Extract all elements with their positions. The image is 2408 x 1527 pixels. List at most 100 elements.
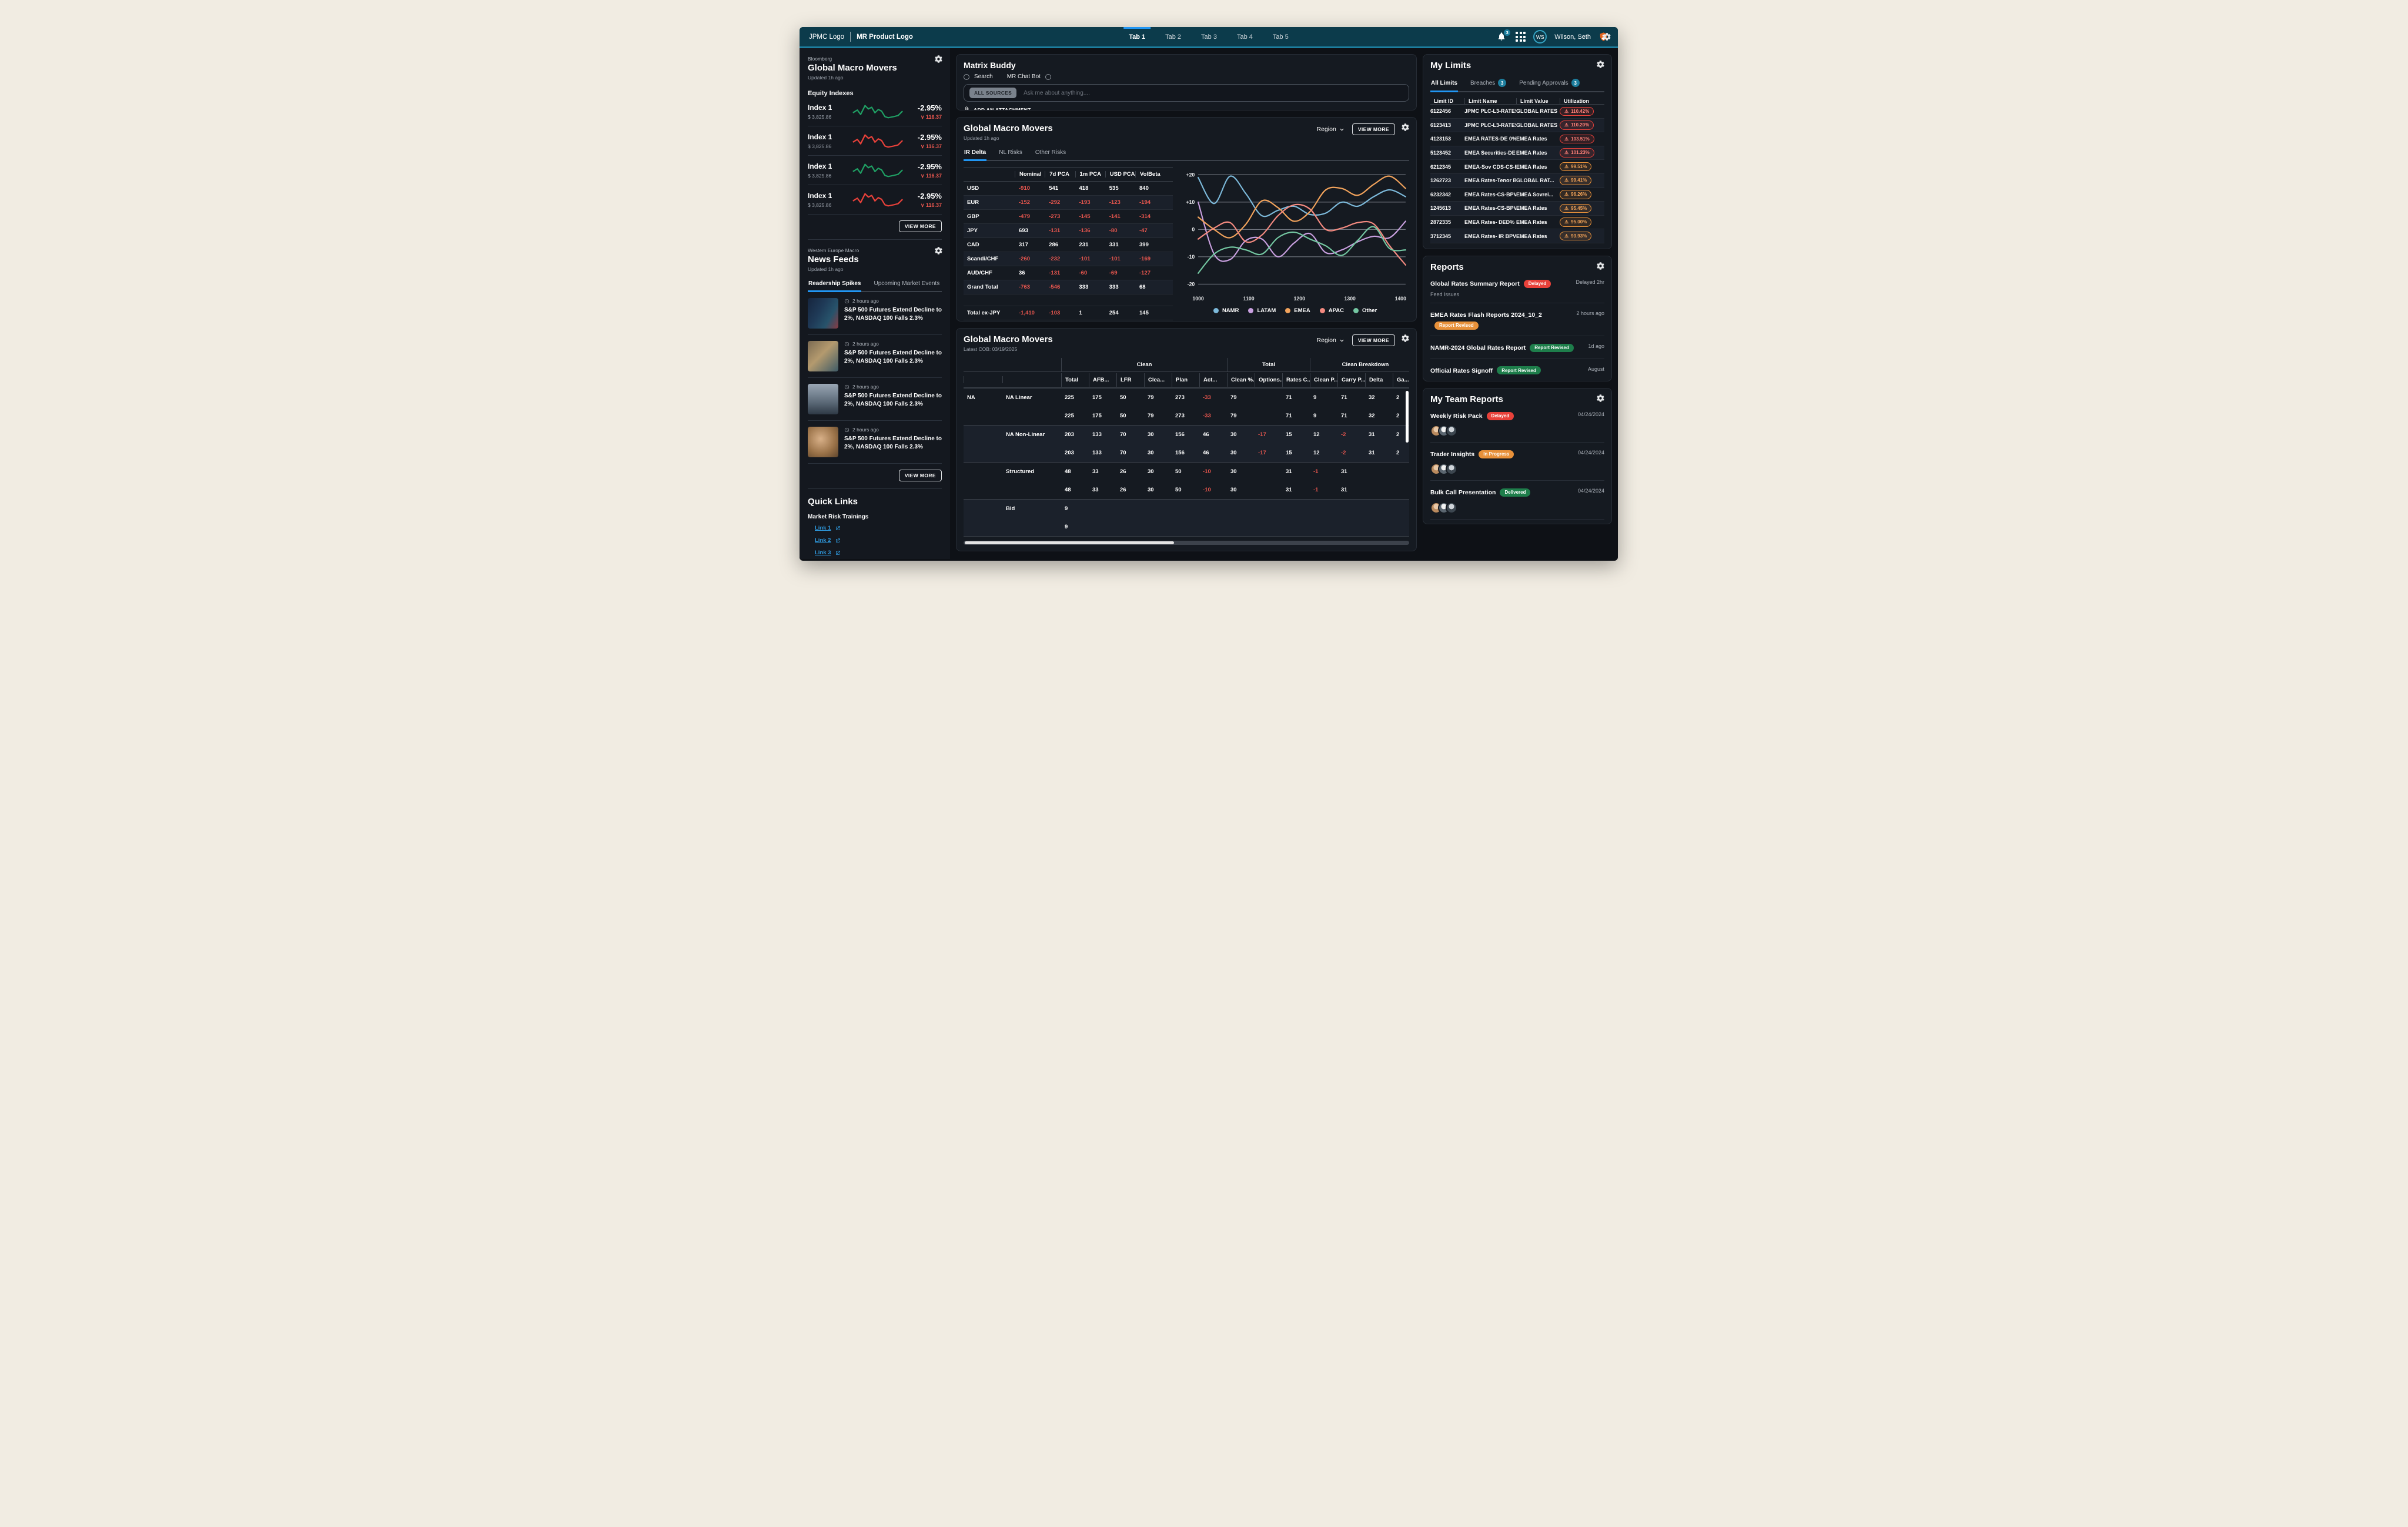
- limits-tab-badge: 3: [1571, 79, 1580, 87]
- chatbot-radio[interactable]: [1045, 73, 1051, 80]
- top-tab-tab-4[interactable]: Tab 4: [1236, 33, 1253, 41]
- utilization-badge: ⚠ 99.51%: [1560, 162, 1592, 172]
- limit-row[interactable]: 5123452 EMEA Securities-DE 0% RR-G...EMEA…: [1430, 146, 1604, 160]
- ir-table-row[interactable]: AUD/CHF 36 -131 -60 -69 -127: [964, 266, 1173, 280]
- svg-text:1300: 1300: [1345, 296, 1356, 302]
- gmm-tab-nl-risks[interactable]: NL Risks: [998, 148, 1023, 160]
- report-item[interactable]: Official Rates Signoff Report Revised Augu…: [1430, 359, 1604, 381]
- limit-row[interactable]: 1262723 EMEA Rates-Tenor Basts BPV...GLOB…: [1430, 173, 1604, 188]
- macro-view-more-button[interactable]: VIEW MORE: [898, 220, 942, 232]
- cob-value-cell: 71: [1286, 413, 1292, 419]
- limits-tab-pending-approvals[interactable]: Pending Approvals 3: [1519, 78, 1580, 91]
- report-item[interactable]: EMEA Rates Flash Reports 2024_10_2 Report…: [1430, 303, 1604, 337]
- legend-item[interactable]: APAC: [1319, 307, 1344, 314]
- report-item[interactable]: Global Rates Summary Report Delayed Feed I…: [1430, 272, 1604, 304]
- ir-table-row[interactable]: Grand Total -763 -546 333 333 68: [964, 280, 1173, 294]
- cob-row-group[interactable]: Bid 9 9: [964, 500, 1409, 537]
- gmm-tab-other-risks[interactable]: Other Risks: [1035, 148, 1066, 160]
- team-report-item[interactable]: Bulk Call Presentation Delivered 04/24/202…: [1430, 481, 1604, 520]
- limit-row[interactable]: 2872335 EMEA Rates- DED% RR-ALL-a...EMEA …: [1430, 216, 1604, 230]
- macro-movers-gear-icon[interactable]: [934, 55, 943, 63]
- news-item[interactable]: 2 hours ago S&P 500 Futures Extend Declin…: [808, 421, 942, 464]
- limit-row[interactable]: 4123153 EMEA RATES-DE 0% IR-BPV-...EMEA R…: [1430, 132, 1604, 146]
- search-radio[interactable]: [964, 73, 969, 80]
- limits-tab-all-limits[interactable]: All Limits: [1430, 78, 1459, 92]
- gmm-view-more-button[interactable]: VIEW MORE: [1352, 123, 1395, 135]
- region-dropdown[interactable]: Region: [1317, 126, 1345, 133]
- ask-anything-input[interactable]: [1022, 89, 1403, 97]
- notifications-bell-icon[interactable]: 3: [1497, 29, 1511, 42]
- gmm-tab-ir-delta[interactable]: IR Delta: [964, 148, 987, 161]
- quick-link-3[interactable]: Link 3: [815, 550, 841, 556]
- gmm-gear-icon[interactable]: [1401, 123, 1410, 132]
- ir-table-row[interactable]: CAD 317 286 231 331 399: [964, 238, 1173, 252]
- limit-row[interactable]: 6123413 JPMC PLC-L3-RATES-IR-BPV...GLOBAL…: [1430, 118, 1604, 133]
- search-radio-label[interactable]: Search: [974, 73, 993, 80]
- ir-table-row[interactable]: Total ex-JPY -1,410 -103 1 254 145: [964, 306, 1173, 320]
- cob-region-label: Region: [1316, 337, 1336, 344]
- news-tab-upcoming-market-events[interactable]: Upcoming Market Events: [873, 279, 940, 291]
- all-sources-chip[interactable]: ALL SOURCES: [969, 88, 1017, 98]
- reports-gear-icon[interactable]: [1596, 262, 1605, 270]
- ir-table-row[interactable]: Scandi/CHF -260 -232 -101 -101 -169: [964, 252, 1173, 266]
- legend-item[interactable]: LATAM: [1248, 307, 1276, 314]
- legend-item[interactable]: Other: [1353, 307, 1377, 314]
- cob-view-more-button[interactable]: VIEW MORE: [1352, 334, 1395, 346]
- add-attachment-button[interactable]: ADD AN ATTACHMENT: [964, 106, 1409, 110]
- ir-table-row[interactable]: EUR -152 -292 -193 -123 -194: [964, 196, 1173, 210]
- top-tab-tab-3[interactable]: Tab 3: [1201, 33, 1217, 41]
- equity-index-row[interactable]: Index 1 $ 3,825.86 -2.95% ∨ 116.37: [808, 126, 942, 156]
- legend-item[interactable]: EMEA: [1285, 307, 1310, 314]
- news-tab-readership-spikes[interactable]: Readership Spikes: [808, 279, 862, 292]
- cob-header-cell: Clean P...: [1310, 373, 1337, 387]
- horizontal-scrollbar-track[interactable]: [964, 541, 1409, 545]
- cob-value-cell: 31: [1369, 431, 1375, 438]
- cob-gear-icon[interactable]: [1401, 334, 1410, 343]
- user-name[interactable]: Wilson, Seth: [1554, 33, 1591, 41]
- macro-line-chart[interactable]: +20 +10 0 -10 -20 1000 1100 1200 1300 1400: [1181, 163, 1409, 305]
- cob-value-cell: 50: [1120, 413, 1126, 419]
- app-grid-icon[interactable]: [1516, 32, 1526, 42]
- cob-row-group[interactable]: NA Non-Linear 203 133 70 30 156 46 30 -17 15 12 -2 3…: [964, 426, 1409, 463]
- ir-table-row[interactable]: GBP -479 -273 -145 -141 -314: [964, 210, 1173, 224]
- quick-link-1[interactable]: Link 1: [815, 525, 841, 531]
- news-gear-icon[interactable]: [934, 246, 943, 255]
- news-headline: S&P 500 Futures Extend Decline to 2%, NA…: [844, 393, 942, 407]
- chatbot-radio-label[interactable]: MR Chat Bot: [1006, 73, 1041, 80]
- vertical-scrollbar[interactable]: [1406, 391, 1409, 443]
- limits-tab-breaches[interactable]: Breaches 3: [1470, 78, 1507, 91]
- news-item[interactable]: 2 hours ago S&P 500 Futures Extend Declin…: [808, 378, 942, 421]
- utilization-value: 93.93%: [1571, 233, 1587, 239]
- equity-index-row[interactable]: Index 1 $ 3,825.86 -2.95% ∨ 116.37: [808, 185, 942, 215]
- cob-value-cell: 70: [1120, 431, 1126, 438]
- ir-table-row[interactable]: JPY 693 -131 -136 -80 -47: [964, 224, 1173, 238]
- news-item[interactable]: 2 hours ago S&P 500 Futures Extend Declin…: [808, 335, 942, 378]
- limit-row[interactable]: 1245613 EMEA Rates-CS-BPV-All asse...EMEA…: [1430, 202, 1604, 216]
- report-item[interactable]: NAMR-2024 Global Rates Report Report Revi…: [1430, 336, 1604, 359]
- limit-row[interactable]: 3712345 EMEA Rates- IR BPV-Repo De...EMEA…: [1430, 229, 1604, 243]
- news-item[interactable]: 2 hours ago S&P 500 Futures Extend Declin…: [808, 292, 942, 335]
- cob-row-group[interactable]: Structured 48 33 26 30 50 -10 30 31 -1 31 48 33 26 30 5…: [964, 463, 1409, 500]
- user-avatar[interactable]: WS: [1533, 30, 1547, 43]
- legend-item[interactable]: NAMR: [1213, 307, 1239, 314]
- limit-row[interactable]: 6232342 EMEA Rates-CS-BPV-SovreignEMEA So…: [1430, 188, 1604, 202]
- cob-row-group[interactable]: NA NA Linear 225 175 50 79 273 -33 79 71 9 71 32 2 225…: [964, 389, 1409, 426]
- news-view-more-button[interactable]: VIEW MORE: [898, 470, 942, 481]
- limit-row[interactable]: 6212345 EMEA-Sov CDS-CS-BPV-CDS-...EMEA R…: [1430, 160, 1604, 174]
- ir-delta-table: Nominal 7d PCA 1m PCA USD PCA VolBeta USD -910…: [964, 167, 1173, 320]
- team-report-item[interactable]: Weekly Risk Pack Delayed 04/24/2024: [1430, 404, 1604, 443]
- limit-row[interactable]: 6122456 JPMC PLC-L3-RATES-IR-BPV...GLOBAL…: [1430, 105, 1604, 119]
- top-tab-tab-2[interactable]: Tab 2: [1165, 33, 1182, 41]
- equity-index-row[interactable]: Index 1 $ 3,825.86 -2.95% ∨ 116.37: [808, 156, 942, 185]
- top-tab-tab-1[interactable]: Tab 1: [1119, 27, 1155, 46]
- equity-index-row[interactable]: Index 1 $ 3,825.86 -2.95% ∨ 116.37: [808, 97, 942, 126]
- ir-table-row[interactable]: USD -910 541 418 535 840: [964, 182, 1173, 196]
- horizontal-scrollbar-thumb[interactable]: [965, 541, 1175, 544]
- team-gear-icon[interactable]: [1596, 394, 1605, 403]
- cob-region-dropdown[interactable]: Region: [1317, 337, 1345, 344]
- top-tab-tab-5[interactable]: Tab 5: [1272, 33, 1289, 41]
- quick-link-2[interactable]: Link 2: [815, 537, 841, 544]
- limits-gear-icon[interactable]: [1596, 60, 1605, 69]
- team-report-item[interactable]: Trader Insights In Progress 04/24/2024: [1430, 443, 1604, 481]
- limits-tab-label: Breaches: [1470, 79, 1496, 86]
